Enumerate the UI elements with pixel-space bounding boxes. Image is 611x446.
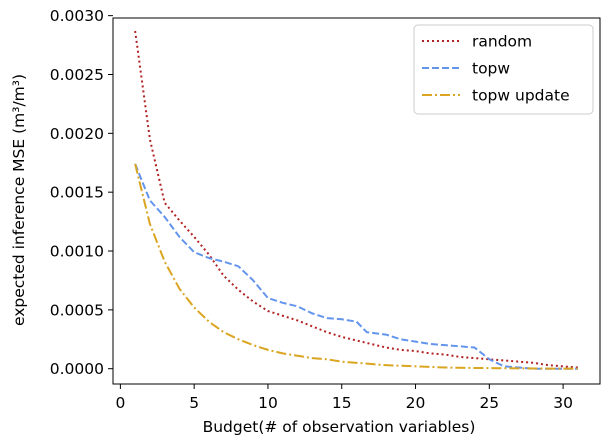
legend: random topw topw update bbox=[413, 24, 594, 115]
y-tick-label: 0.0025 bbox=[50, 66, 104, 84]
y-tick-label: 0.0005 bbox=[50, 301, 104, 319]
y-tick-label: 0.0030 bbox=[50, 7, 104, 25]
legend-label-random: random bbox=[472, 33, 532, 51]
legend-box bbox=[413, 24, 594, 115]
x-tick-label: 10 bbox=[258, 394, 278, 412]
x-tick-label: 30 bbox=[553, 394, 573, 412]
plot-frame bbox=[112, 17, 601, 385]
y-tick-label: 0.0020 bbox=[50, 125, 104, 143]
series-line-topw-update bbox=[134, 163, 578, 370]
x-axis-label: Budget(# of observation variables) bbox=[203, 418, 476, 436]
x-tick-label: 5 bbox=[189, 394, 199, 412]
series-line-topw bbox=[134, 163, 578, 370]
x-tick-label: 0 bbox=[115, 394, 125, 412]
x-tick-label: 25 bbox=[479, 394, 499, 412]
x-tick-label: 20 bbox=[406, 394, 426, 412]
legend-label-topw: topw bbox=[472, 60, 510, 78]
y-axis-label: expected inference MSE (m³/m³) bbox=[10, 74, 28, 326]
y-tick-label: 0.0010 bbox=[50, 243, 104, 261]
legend-label-topw-update: topw update bbox=[472, 87, 570, 105]
x-tick-label: 15 bbox=[332, 394, 352, 412]
y-tick-label: 0.0015 bbox=[50, 184, 104, 202]
y-tick-label: 0.0000 bbox=[50, 360, 104, 378]
series-layer bbox=[134, 30, 578, 370]
axes-layer: 0 5 10 15 20 25 30 0.0000 0.0005 0.0010 0.0015 0.00… bbox=[50, 7, 601, 412]
